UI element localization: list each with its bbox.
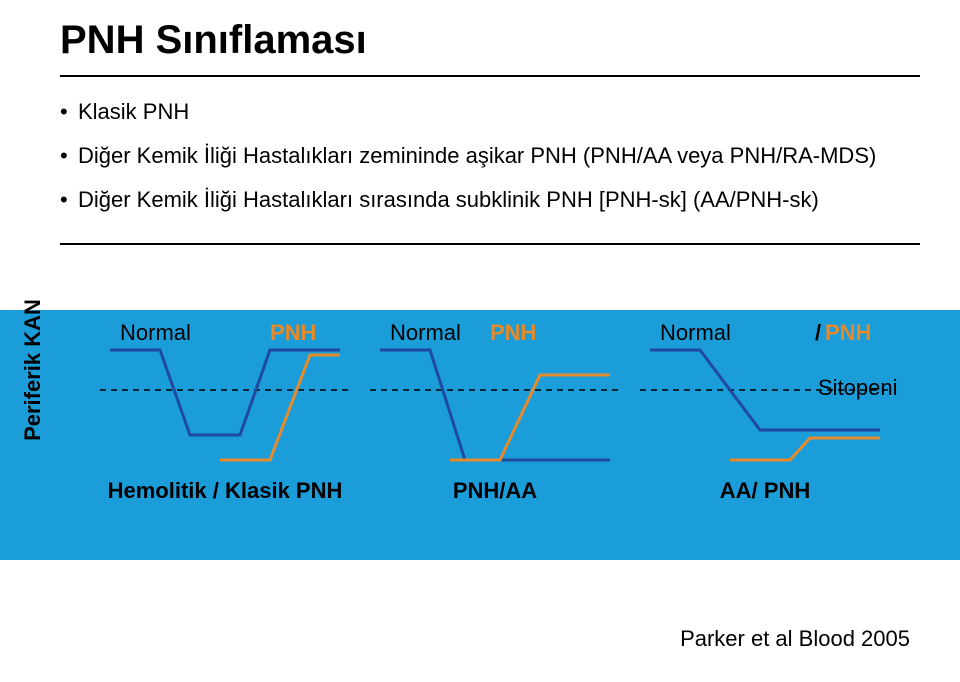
chart-svg — [100, 320, 350, 470]
bullet-item: Diğer Kemik İliği Hastalıkları sırasında… — [60, 187, 920, 213]
caption-pnh-aa: PNH/AA — [370, 478, 620, 504]
caption-text: Hemolitik / Klasik PNH — [108, 478, 343, 503]
slide: PNH Sınıflaması Klasik PNH Diğer Kemik İ… — [0, 0, 960, 682]
bullets-rule — [60, 243, 920, 245]
caption-klasik: Hemolitik / Klasik PNH — [100, 478, 350, 504]
bullet-item: Klasik PNH — [60, 99, 920, 125]
caption-slash: / — [752, 478, 764, 503]
citation: Parker et al Blood 2005 — [680, 626, 910, 652]
pnh-line — [450, 375, 610, 460]
caption-text: PNH — [453, 478, 499, 503]
caption-text: AA — [505, 478, 537, 503]
pnh-line — [220, 355, 340, 460]
chart-svg — [640, 320, 890, 470]
normal-line — [380, 350, 610, 460]
caption-text: PNH — [764, 478, 810, 503]
charts-row: Normal PNH AA Normal PNH AA Normal AA — [100, 320, 890, 470]
chart-svg — [370, 320, 620, 470]
pnh-line — [730, 438, 880, 460]
y-axis-label: Periferik KAN — [20, 270, 46, 470]
page-title: PNH Sınıflaması — [0, 0, 960, 69]
bullet-item: Diğer Kemik İliği Hastalıkları zemininde… — [60, 143, 920, 169]
chart-klasik: Normal PNH AA — [100, 320, 350, 470]
chart-aa-pnh: Normal AA / PNH Sitopeni — [640, 320, 890, 470]
caption-text: AA — [720, 478, 752, 503]
chart-pnh-aa: Normal PNH AA — [370, 320, 620, 470]
bullet-list: Klasik PNH Diğer Kemik İliği Hastalıklar… — [0, 77, 960, 241]
caption-aa-pnh: AA/ PNH — [640, 478, 890, 504]
